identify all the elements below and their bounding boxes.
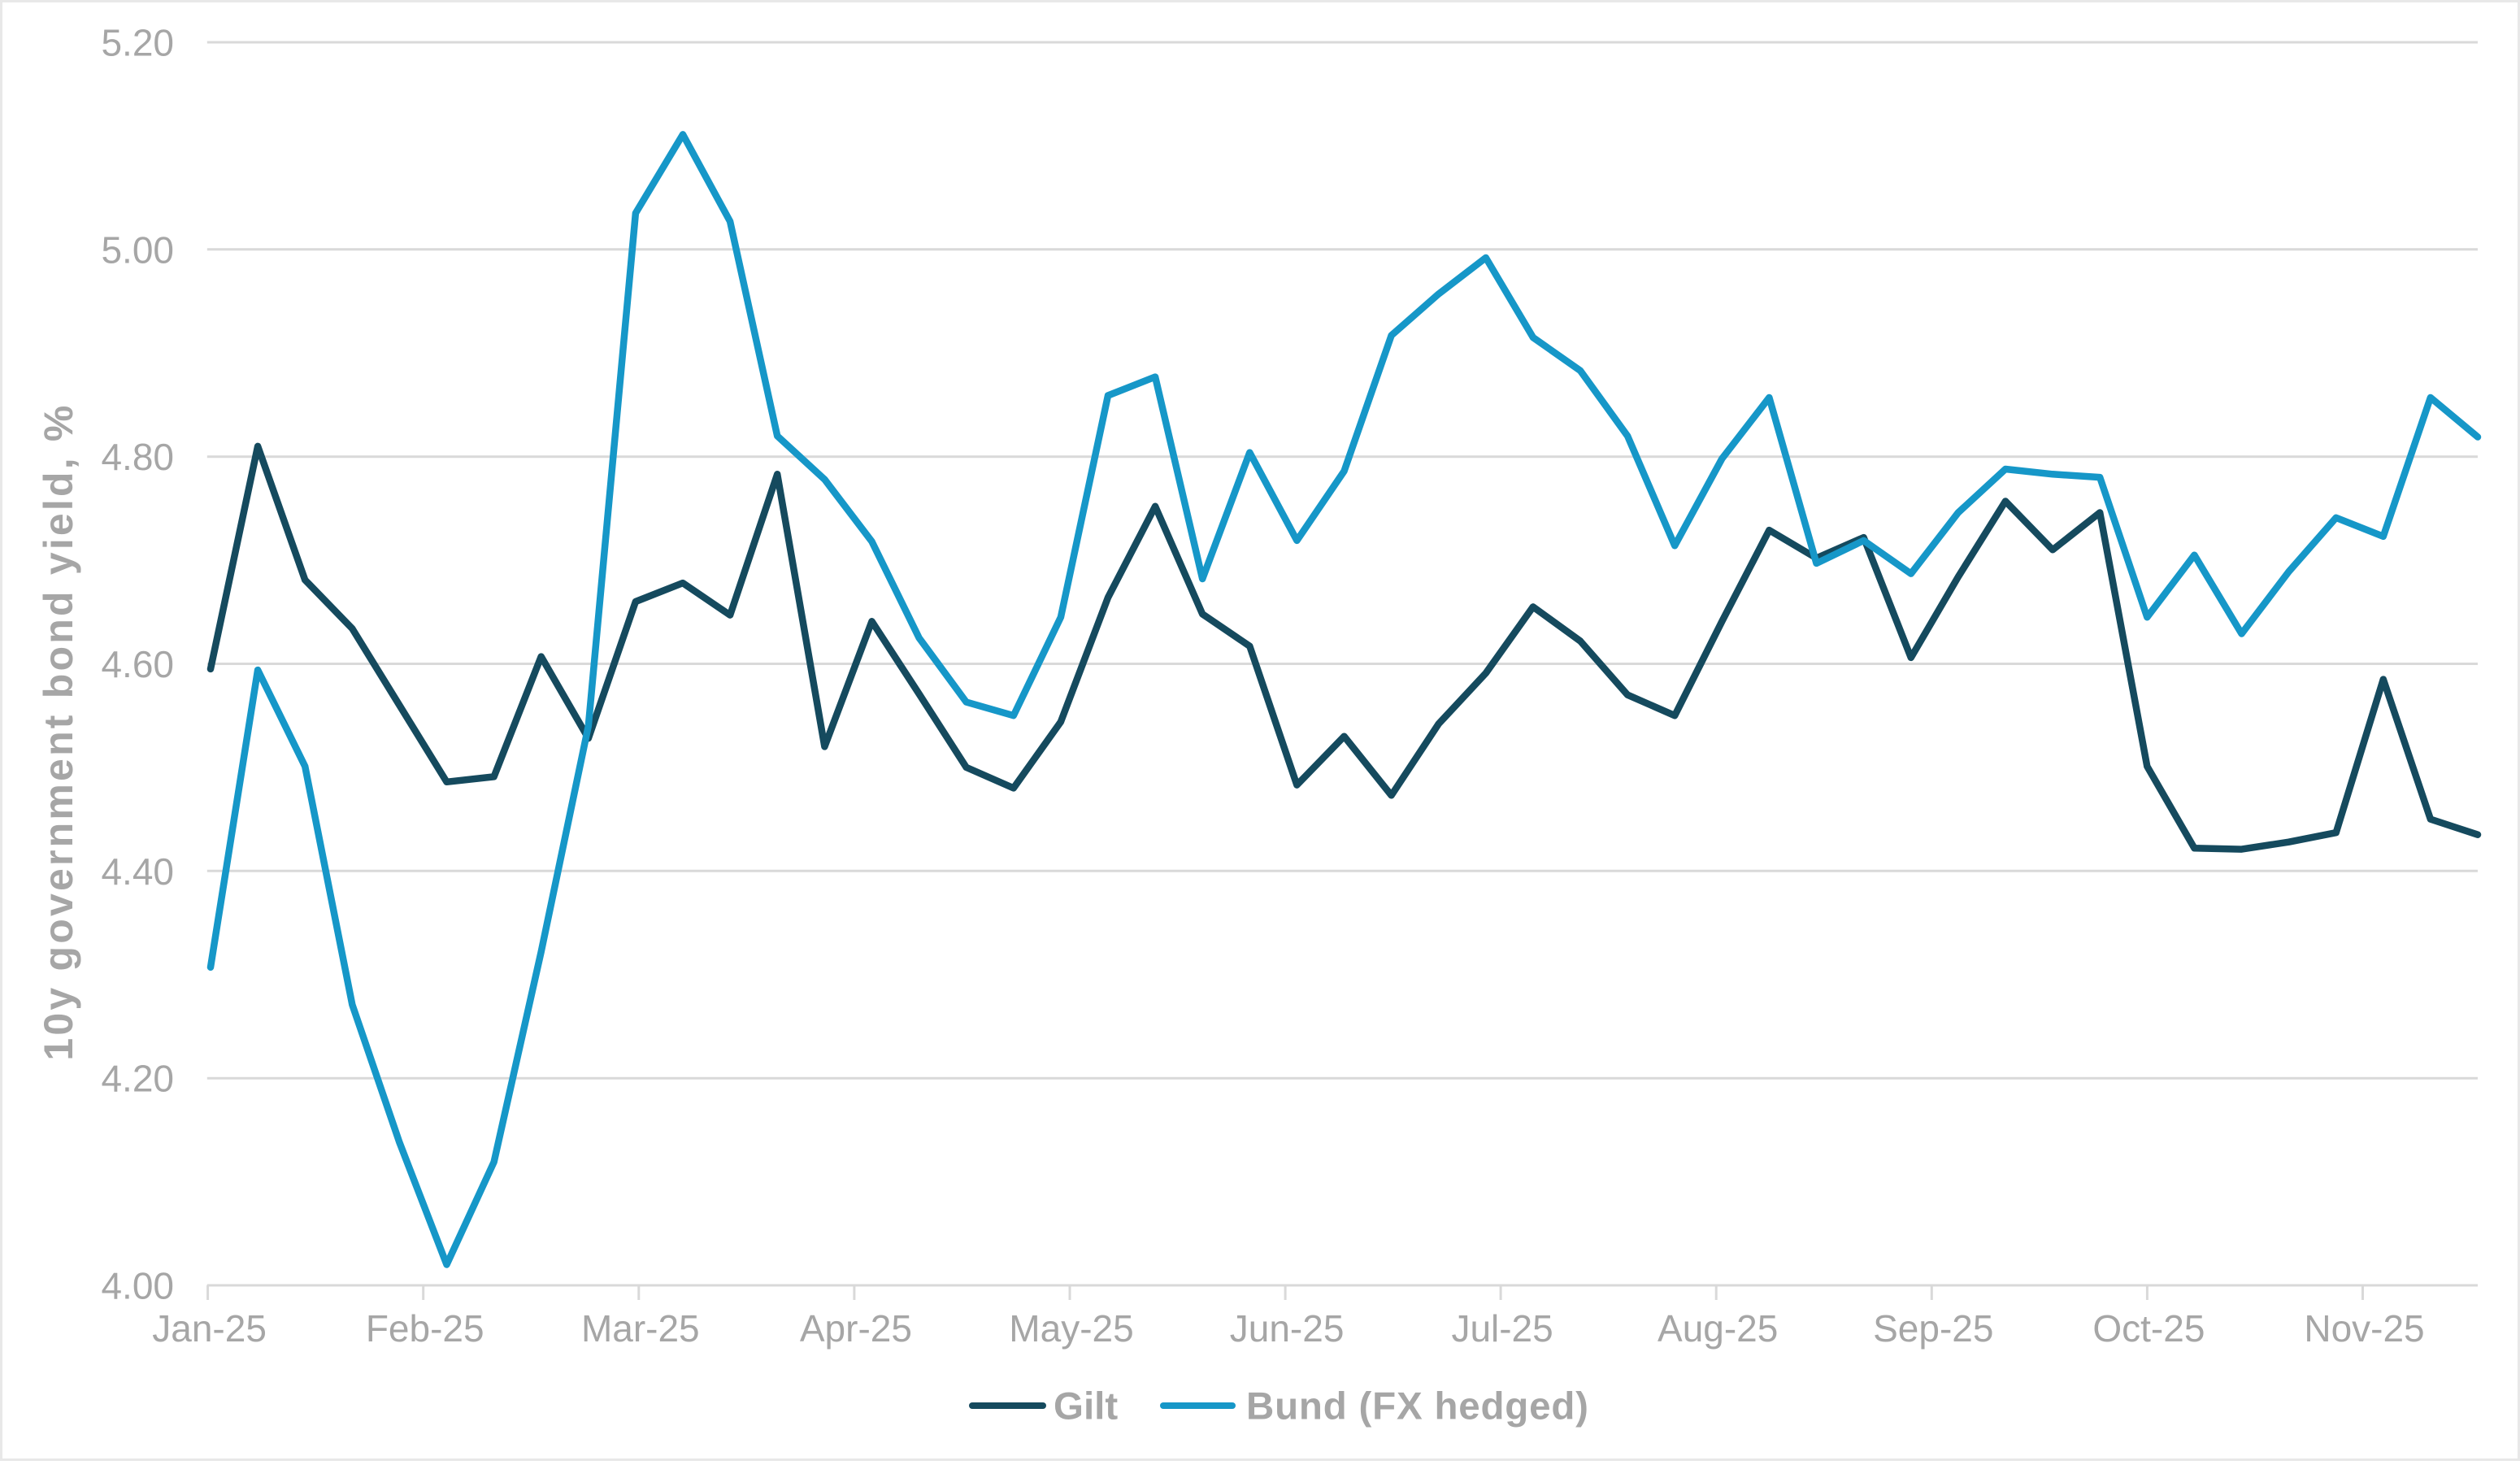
svg-text:4.20: 4.20 — [101, 1058, 174, 1100]
svg-text:4.00: 4.00 — [101, 1265, 174, 1307]
svg-text:May-25: May-25 — [1009, 1307, 1133, 1350]
svg-text:Feb-25: Feb-25 — [366, 1307, 484, 1350]
svg-text:Oct-25: Oct-25 — [2092, 1307, 2205, 1350]
svg-text:Jul-25: Jul-25 — [1451, 1307, 1553, 1350]
svg-text:4.80: 4.80 — [101, 436, 174, 478]
svg-text:4.60: 4.60 — [101, 643, 174, 685]
svg-text:Mar-25: Mar-25 — [581, 1307, 700, 1350]
svg-text:10y government bond yield, %: 10y government bond yield, % — [36, 402, 81, 1060]
svg-text:Apr-25: Apr-25 — [800, 1307, 912, 1350]
svg-text:Jan-25: Jan-25 — [152, 1307, 267, 1350]
svg-text:4.40: 4.40 — [101, 850, 174, 893]
svg-text:Aug-25: Aug-25 — [1658, 1307, 1778, 1350]
svg-text:5.20: 5.20 — [101, 22, 174, 64]
svg-text:5.00: 5.00 — [101, 228, 174, 271]
svg-text:Bund (FX hedged): Bund (FX hedged) — [1246, 1385, 1589, 1428]
svg-text:Sep-25: Sep-25 — [1873, 1307, 1993, 1350]
svg-text:Jun-25: Jun-25 — [1230, 1307, 1345, 1350]
svg-text:Gilt: Gilt — [1054, 1385, 1118, 1428]
svg-text:Nov-25: Nov-25 — [2304, 1307, 2424, 1350]
